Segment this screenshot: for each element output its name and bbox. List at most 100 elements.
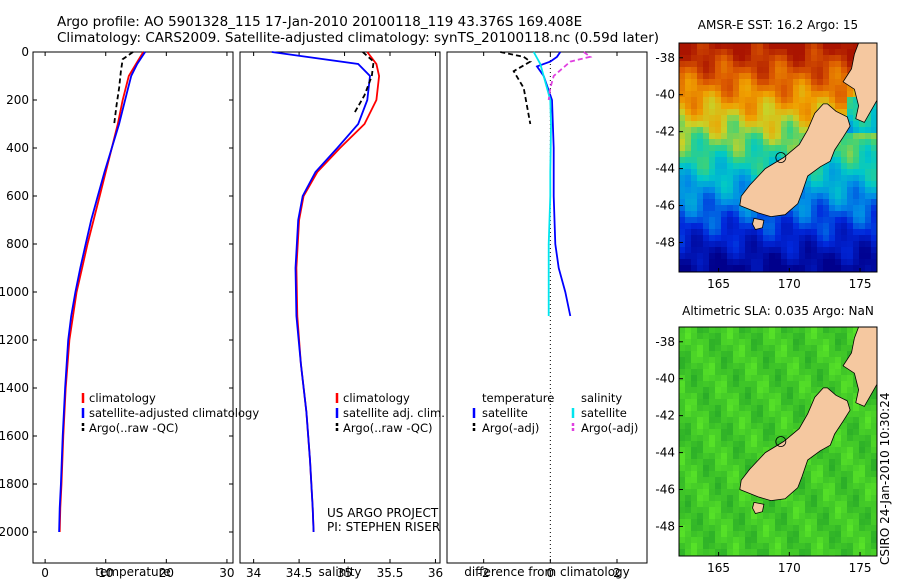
- field-cell: [805, 67, 812, 74]
- field-cell: [751, 109, 758, 116]
- field-cell: [685, 151, 692, 158]
- field-cell: [775, 97, 782, 104]
- field-cell: [817, 525, 824, 532]
- field-cell: [817, 465, 824, 472]
- field-cell: [685, 531, 692, 538]
- field-cell: [757, 133, 764, 140]
- field-cell: [703, 157, 710, 164]
- field-cell: [685, 85, 692, 92]
- field-cell: [745, 543, 752, 550]
- field-cell: [739, 363, 746, 370]
- field-cell: [733, 253, 740, 260]
- field-cell: [733, 223, 740, 230]
- field-cell: [787, 501, 794, 508]
- field-cell: [745, 429, 752, 436]
- field-cell: [757, 151, 764, 158]
- field-cell: [703, 73, 710, 80]
- field-cell: [859, 229, 866, 236]
- field-cell: [727, 495, 734, 502]
- field-cell: [703, 405, 710, 412]
- field-cell: [841, 133, 848, 140]
- field-cell: [793, 519, 800, 526]
- field-cell: [727, 435, 734, 442]
- field-cell: [829, 507, 836, 514]
- field-cell: [841, 393, 848, 400]
- field-cell: [721, 241, 728, 248]
- field-cell: [697, 151, 704, 158]
- field-cell: [871, 205, 877, 212]
- field-cell: [805, 345, 812, 352]
- field-cell: [787, 97, 794, 104]
- field-cell: [739, 235, 746, 242]
- field-cell: [799, 507, 806, 514]
- field-cell: [769, 241, 776, 248]
- field-cell: [739, 127, 746, 134]
- field-cell: [703, 369, 710, 376]
- field-cell: [703, 97, 710, 104]
- field-cell: [739, 537, 746, 544]
- field-cell: [829, 103, 836, 110]
- field-cell: [871, 405, 877, 412]
- field-cell: [733, 217, 740, 224]
- field-cell: [775, 525, 782, 532]
- field-cell: [799, 121, 806, 128]
- field-cell: [865, 187, 872, 194]
- field-cell: [775, 103, 782, 110]
- field-cell: [841, 417, 848, 424]
- field-cell: [811, 465, 818, 472]
- field-cell: [727, 507, 734, 514]
- field-cell: [691, 259, 698, 266]
- field-cell: [775, 235, 782, 242]
- field-cell: [775, 387, 782, 394]
- field-cell: [793, 85, 800, 92]
- field-cell: [739, 465, 746, 472]
- field-cell: [709, 345, 716, 352]
- field-cell: [847, 435, 854, 442]
- field-cell: [757, 169, 764, 176]
- field-cell: [745, 79, 752, 86]
- legend-label: satellite: [581, 406, 627, 420]
- field-cell: [829, 489, 836, 496]
- field-cell: [793, 223, 800, 230]
- field-cell: [865, 211, 872, 218]
- field-cell: [751, 91, 758, 98]
- profile-line-climatology: [295, 51, 381, 533]
- field-cell: [727, 405, 734, 412]
- field-cell: [799, 549, 806, 556]
- field-cell: [691, 49, 698, 56]
- field-cell: [709, 127, 716, 134]
- field-cell: [787, 229, 794, 236]
- legend-header-temperature: temperature: [482, 391, 554, 405]
- x-tick-label: 20: [159, 566, 174, 580]
- field-cell: [697, 181, 704, 188]
- field-cell: [853, 393, 860, 400]
- field-cell: [811, 109, 818, 116]
- field-cell: [793, 43, 800, 50]
- field-cell: [823, 169, 830, 176]
- field-cell: [745, 151, 752, 158]
- field-cell: [739, 97, 746, 104]
- field-cell: [853, 477, 860, 484]
- field-cell: [829, 169, 836, 176]
- field-cell: [721, 363, 728, 370]
- field-cell: [853, 235, 860, 242]
- field-cell: [781, 333, 788, 340]
- field-cell: [835, 387, 842, 394]
- field-cell: [721, 513, 728, 520]
- field-cell: [817, 339, 824, 346]
- field-cell: [787, 531, 794, 538]
- field-cell: [769, 375, 776, 382]
- field-cell: [829, 531, 836, 538]
- field-cell: [691, 387, 698, 394]
- field-cell: [745, 363, 752, 370]
- field-cell: [721, 375, 728, 382]
- map-lon-label: 175: [849, 561, 872, 575]
- field-cell: [697, 441, 704, 448]
- field-cell: [805, 489, 812, 496]
- field-cell: [721, 501, 728, 508]
- map-lat-label: -48: [655, 519, 675, 533]
- field-cell: [805, 265, 812, 272]
- field-cell: [787, 79, 794, 86]
- field-cell: [709, 393, 716, 400]
- field-cell: [721, 109, 728, 116]
